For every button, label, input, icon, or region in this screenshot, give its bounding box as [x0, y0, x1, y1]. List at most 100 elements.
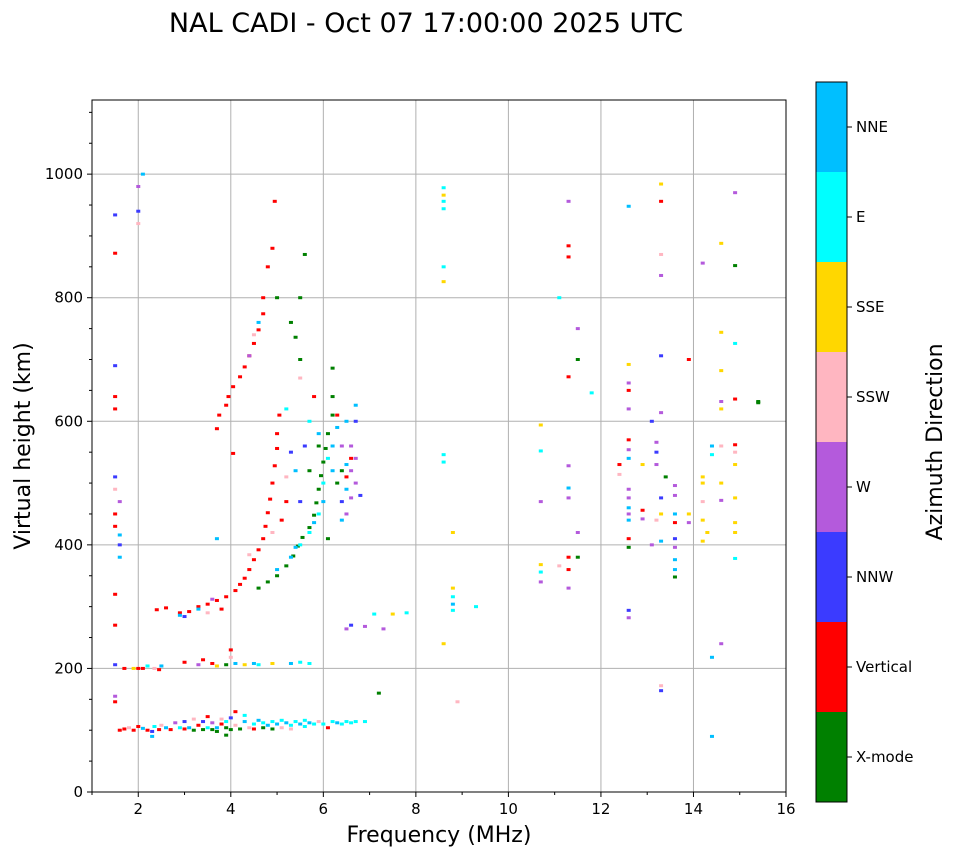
- echo-point: [284, 500, 289, 504]
- echo-point: [450, 586, 455, 590]
- echo-point: [575, 555, 580, 559]
- colorbar-label: Vertical: [856, 658, 912, 676]
- echo-point: [113, 623, 118, 627]
- echo-point: [672, 493, 677, 497]
- echo-point: [441, 193, 446, 197]
- echo-point: [349, 469, 354, 473]
- colorbar-segment: [816, 352, 847, 442]
- echo-point: [538, 500, 543, 504]
- echo-point: [298, 358, 303, 361]
- colorbar-segment: [816, 712, 847, 802]
- echo-point: [196, 605, 201, 609]
- echo-point: [362, 624, 367, 628]
- colorbar: X-mode Vertical NNW W SSW SSE E NNE: [815, 81, 913, 803]
- echo-point: [557, 296, 562, 300]
- echo-point: [182, 720, 187, 724]
- echo-point: [182, 727, 187, 731]
- echo-point: [640, 517, 645, 521]
- echo-point: [349, 721, 354, 725]
- echo-point: [617, 472, 622, 476]
- echo-point: [733, 556, 738, 560]
- echo-point: [557, 564, 562, 568]
- echo-point: [288, 723, 293, 727]
- echo-point: [263, 524, 268, 528]
- echo-point: [626, 362, 631, 366]
- echo-point: [626, 537, 631, 541]
- echo-point: [339, 518, 344, 522]
- echo-point: [113, 475, 118, 479]
- echo-point: [228, 716, 233, 720]
- echo-point: [450, 608, 455, 612]
- echo-point: [300, 535, 305, 539]
- echo-point: [196, 723, 201, 727]
- echo-point: [321, 500, 326, 504]
- echo-point: [344, 512, 349, 516]
- echo-point: [390, 612, 395, 616]
- y-tick-label: 600: [54, 412, 83, 430]
- plot-area: [92, 100, 786, 792]
- echo-point: [626, 204, 631, 208]
- echo-point: [353, 720, 358, 724]
- echo-point: [275, 722, 280, 726]
- x-tick-label: 6: [319, 800, 329, 818]
- y-axis-label: Virtual height (km): [11, 342, 36, 549]
- echo-point: [325, 456, 330, 460]
- echo-point: [733, 397, 738, 401]
- echo-point: [196, 607, 201, 611]
- echo-point: [335, 721, 340, 725]
- echo-point: [450, 602, 455, 606]
- echo-point: [272, 464, 277, 468]
- echo-point: [127, 726, 132, 730]
- echo-point: [719, 444, 724, 448]
- echo-point: [228, 728, 233, 732]
- echo-point: [733, 264, 738, 268]
- echo-point: [733, 496, 738, 500]
- echo-point: [719, 400, 724, 404]
- echo-point: [441, 186, 446, 190]
- x-axis-ticks: 2 4 6 8 10 12 14 16: [91, 792, 796, 818]
- echo-point: [307, 661, 312, 665]
- echo-point: [654, 463, 659, 467]
- x-tick-label: 10: [499, 800, 518, 818]
- echo-point: [256, 328, 261, 332]
- echo-point: [275, 432, 280, 436]
- echo-point: [626, 512, 631, 516]
- echo-point: [270, 720, 275, 724]
- echo-point: [575, 531, 580, 534]
- echo-point: [626, 608, 631, 612]
- echo-point: [672, 512, 677, 516]
- echo-point: [719, 241, 724, 245]
- echo-point: [314, 501, 319, 505]
- colorbar-title: Azimuth Direction: [923, 343, 948, 540]
- echo-point: [205, 602, 210, 606]
- grid-lines: [92, 100, 786, 792]
- colorbar-segment: [816, 622, 847, 712]
- echo-point: [330, 395, 335, 399]
- echo-point: [441, 280, 446, 284]
- echo-point: [719, 481, 724, 485]
- echo-point: [154, 608, 159, 612]
- echo-point: [626, 381, 631, 385]
- echo-point: [224, 733, 229, 737]
- echo-point: [214, 664, 219, 668]
- echo-point: [256, 548, 261, 552]
- echo-point: [335, 413, 340, 417]
- echo-point: [210, 721, 215, 725]
- echo-point: [201, 728, 206, 732]
- echo-point: [265, 511, 270, 515]
- echo-point: [279, 726, 284, 730]
- echo-point: [330, 366, 335, 370]
- echo-point: [113, 364, 118, 368]
- colorbar-frame: [815, 81, 848, 803]
- echo-point: [649, 543, 654, 547]
- echo-point: [335, 481, 340, 485]
- echo-point: [441, 460, 446, 464]
- echo-point: [117, 728, 122, 732]
- echo-point: [164, 726, 169, 730]
- echo-point: [640, 508, 645, 512]
- echo-point: [302, 718, 307, 722]
- echo-point: [719, 330, 724, 334]
- echo-point: [700, 518, 705, 522]
- echo-point: [538, 449, 543, 453]
- echo-point: [626, 438, 631, 442]
